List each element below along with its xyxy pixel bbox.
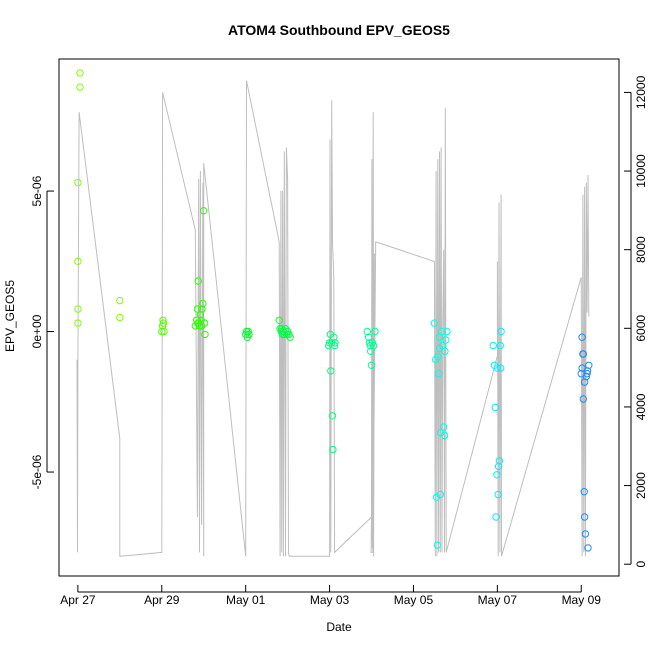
data-point — [491, 403, 499, 412]
data-point — [497, 364, 505, 372]
data-point — [580, 513, 589, 521]
data-point — [201, 330, 209, 339]
data-point — [435, 344, 444, 353]
data-point — [583, 370, 591, 378]
data-point — [580, 378, 589, 386]
plot-frame — [58, 58, 620, 577]
data-point — [331, 339, 339, 347]
data-point — [116, 313, 124, 322]
data-point — [159, 319, 168, 327]
data-point — [436, 490, 444, 499]
data-point — [489, 341, 497, 350]
data-point — [76, 83, 84, 91]
x-tick-label: May 09 — [562, 593, 602, 607]
y-tick-label: 5e-06 — [30, 175, 44, 206]
y2-tick-label: 8000 — [634, 236, 648, 263]
data-point — [579, 350, 587, 358]
x-axis-label: Date — [326, 620, 352, 634]
y-axis-label: EPV_GEOS5 — [3, 280, 17, 352]
x-tick-label: May 03 — [310, 593, 350, 607]
data-point — [160, 327, 168, 336]
data-point — [325, 341, 333, 350]
data-point — [494, 462, 503, 471]
data-point — [493, 364, 502, 372]
y2-tick-label: 0 — [634, 561, 648, 568]
x-tick-label: May 07 — [478, 593, 518, 607]
data-point — [440, 431, 449, 440]
data-point — [585, 361, 593, 369]
data-point — [364, 333, 373, 341]
data-point — [583, 367, 592, 375]
data-point — [433, 541, 442, 549]
data-point — [581, 530, 590, 538]
data-point — [367, 347, 375, 355]
data-point — [442, 336, 450, 344]
data-point — [194, 277, 203, 285]
data-point — [116, 296, 124, 305]
data-point — [371, 327, 379, 336]
data-point — [76, 69, 84, 77]
data-point — [434, 370, 443, 378]
y2-tick-label: 4000 — [634, 393, 648, 420]
data-point — [330, 341, 339, 350]
x-tick-label: May 05 — [394, 593, 434, 607]
data-point — [158, 327, 166, 336]
data-point — [200, 207, 208, 215]
data-point — [578, 333, 586, 341]
data-point — [495, 457, 504, 465]
data-point — [74, 305, 82, 313]
data-point — [367, 361, 376, 369]
data-point — [497, 327, 505, 336]
data-point — [74, 178, 82, 187]
data-point — [443, 327, 451, 336]
data-point — [369, 341, 378, 350]
data-point — [159, 316, 167, 324]
data-point — [245, 330, 253, 339]
data-point — [286, 333, 294, 341]
data-point — [437, 327, 446, 336]
data-point — [329, 445, 337, 454]
y-tick-label: 0e+00 — [30, 314, 44, 348]
data-point — [328, 412, 337, 420]
altitude-line — [76, 80, 590, 557]
chart-title: ATOM4 Southbound EPV_GEOS5 — [228, 22, 450, 38]
altitude-line-layer — [76, 80, 590, 557]
data-point — [278, 325, 286, 333]
data-point — [584, 544, 592, 552]
data-point — [434, 353, 442, 361]
data-point — [496, 341, 504, 350]
y-tick-label: -5e-06 — [30, 454, 44, 489]
x-tick-label: May 01 — [226, 593, 266, 607]
data-point — [74, 257, 82, 265]
y2-tick-label: 12000 — [634, 75, 648, 109]
data-point — [492, 513, 500, 521]
data-points-layer — [74, 69, 593, 552]
data-point — [579, 395, 587, 403]
y2-tick-label: 10000 — [634, 154, 648, 188]
data-point — [194, 319, 202, 327]
data-point — [198, 305, 206, 313]
data-point — [330, 333, 338, 341]
data-point — [493, 471, 501, 479]
data-point — [440, 423, 448, 431]
data-point — [193, 305, 202, 313]
data-point — [275, 316, 283, 324]
data-point — [74, 319, 82, 327]
x-tick-label: Apr 27 — [60, 593, 96, 607]
y-axis: -5e-06 0e+00 5e-06 — [30, 175, 54, 489]
y2-tick-label: 6000 — [634, 315, 648, 342]
data-point — [327, 367, 335, 375]
data-point — [430, 319, 439, 327]
data-point — [494, 490, 502, 499]
data-point — [199, 299, 207, 308]
data-point — [244, 327, 252, 336]
y2-tick-label: 2000 — [634, 472, 648, 499]
x-tick-label: Apr 29 — [144, 593, 180, 607]
x-axis: Apr 27 Apr 29 May 01 May 03 May 05 May 07 May … — [60, 585, 601, 607]
data-point — [580, 488, 588, 496]
y-axis-right: 0 2000 4000 6000 8000 10000 12000 — [624, 75, 648, 568]
